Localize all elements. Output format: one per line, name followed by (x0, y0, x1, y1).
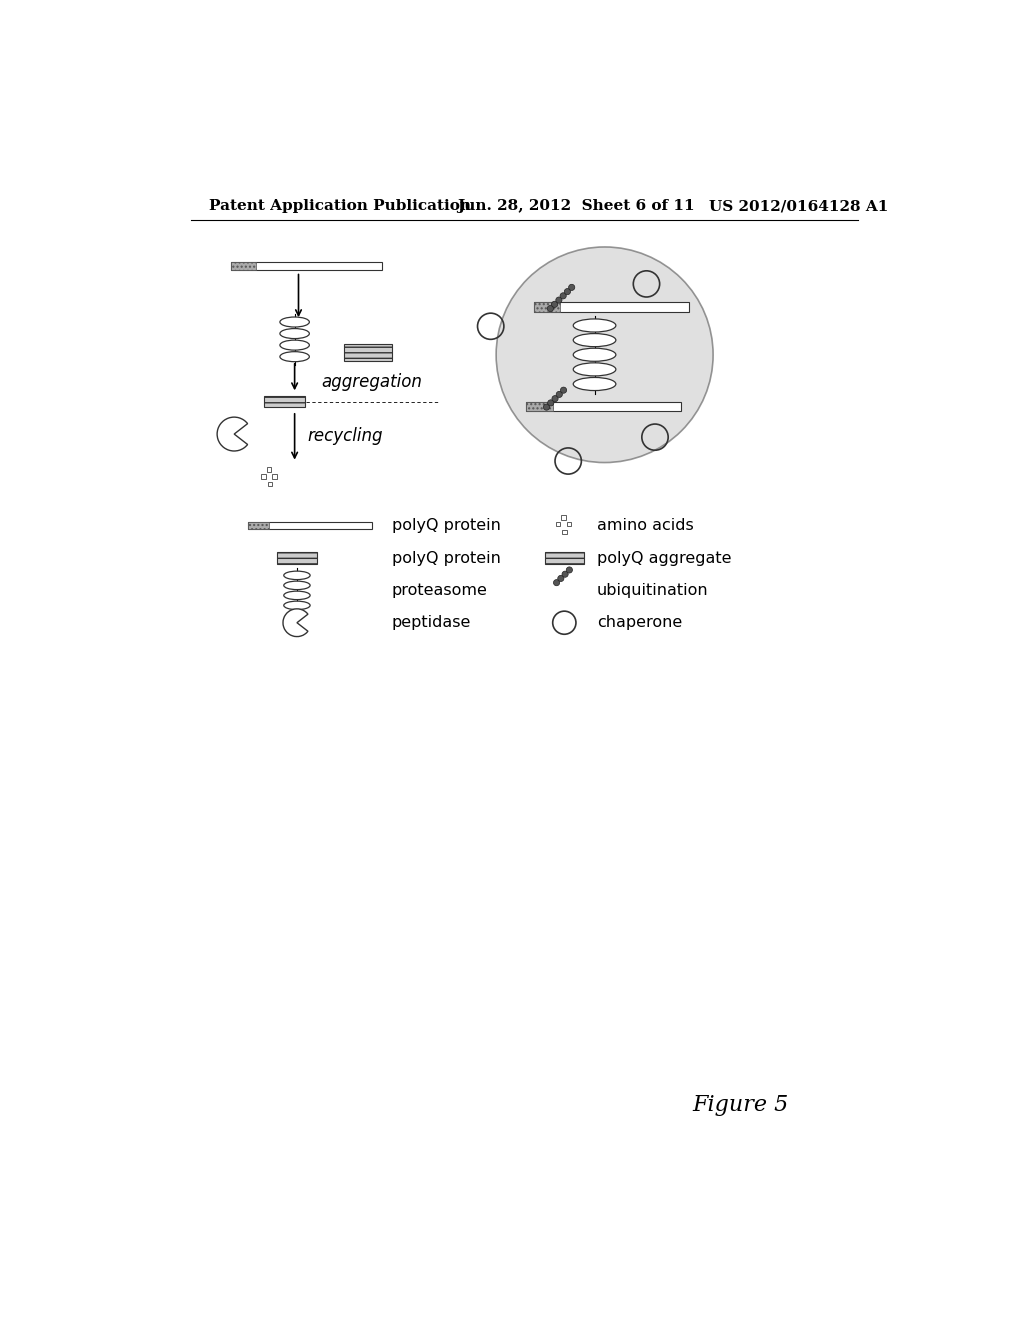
Ellipse shape (284, 591, 310, 599)
Circle shape (558, 576, 564, 582)
Circle shape (560, 293, 566, 298)
Circle shape (560, 387, 566, 393)
Bar (535, 302, 560, 312)
Bar (526, 401, 553, 411)
Circle shape (556, 391, 562, 397)
Text: ubiquitination: ubiquitination (597, 583, 709, 598)
Ellipse shape (573, 348, 615, 362)
Circle shape (496, 247, 713, 462)
Ellipse shape (573, 319, 615, 333)
Ellipse shape (280, 351, 309, 362)
Circle shape (562, 572, 568, 577)
Text: US 2012/0164128 A1: US 2012/0164128 A1 (710, 199, 889, 213)
Wedge shape (283, 609, 308, 636)
Bar (344, 345, 392, 360)
Circle shape (552, 301, 558, 308)
Circle shape (566, 566, 572, 573)
Ellipse shape (280, 329, 309, 339)
Bar (248, 523, 372, 529)
Text: peptidase: peptidase (391, 615, 471, 630)
Bar (267, 482, 272, 487)
Circle shape (547, 305, 554, 312)
Text: amino acids: amino acids (597, 519, 693, 533)
Bar (230, 263, 256, 271)
Ellipse shape (284, 581, 310, 590)
Bar (526, 401, 681, 411)
Bar (276, 552, 317, 564)
Bar (272, 474, 276, 479)
Text: Figure 5: Figure 5 (692, 1094, 788, 1117)
Ellipse shape (280, 341, 309, 350)
Ellipse shape (573, 363, 615, 376)
Bar (261, 474, 266, 479)
Circle shape (544, 404, 550, 411)
Bar (561, 515, 566, 520)
Bar (535, 302, 689, 312)
Circle shape (556, 297, 562, 304)
Ellipse shape (284, 572, 310, 579)
Bar (566, 521, 571, 527)
Bar (264, 396, 305, 407)
Text: chaperone: chaperone (597, 615, 682, 630)
Bar (562, 529, 566, 535)
Circle shape (548, 400, 554, 407)
Bar (248, 523, 269, 529)
Text: polyQ protein: polyQ protein (391, 519, 501, 533)
Bar (266, 467, 271, 471)
Circle shape (564, 289, 570, 294)
Circle shape (552, 396, 558, 401)
Ellipse shape (280, 317, 309, 327)
Text: proteasome: proteasome (391, 583, 487, 598)
Text: polyQ protein: polyQ protein (391, 550, 501, 565)
Circle shape (554, 579, 560, 586)
Ellipse shape (284, 601, 310, 610)
Circle shape (568, 284, 574, 290)
Bar (545, 552, 584, 564)
Text: recycling: recycling (308, 426, 383, 445)
Bar (556, 521, 560, 527)
Text: polyQ aggregate: polyQ aggregate (597, 550, 731, 565)
Bar (230, 263, 382, 271)
Text: Jun. 28, 2012  Sheet 6 of 11: Jun. 28, 2012 Sheet 6 of 11 (458, 199, 695, 213)
Text: aggregation: aggregation (322, 372, 423, 391)
Text: Patent Application Publication: Patent Application Publication (209, 199, 471, 213)
Ellipse shape (573, 334, 615, 347)
Ellipse shape (573, 378, 615, 391)
Wedge shape (217, 417, 248, 451)
